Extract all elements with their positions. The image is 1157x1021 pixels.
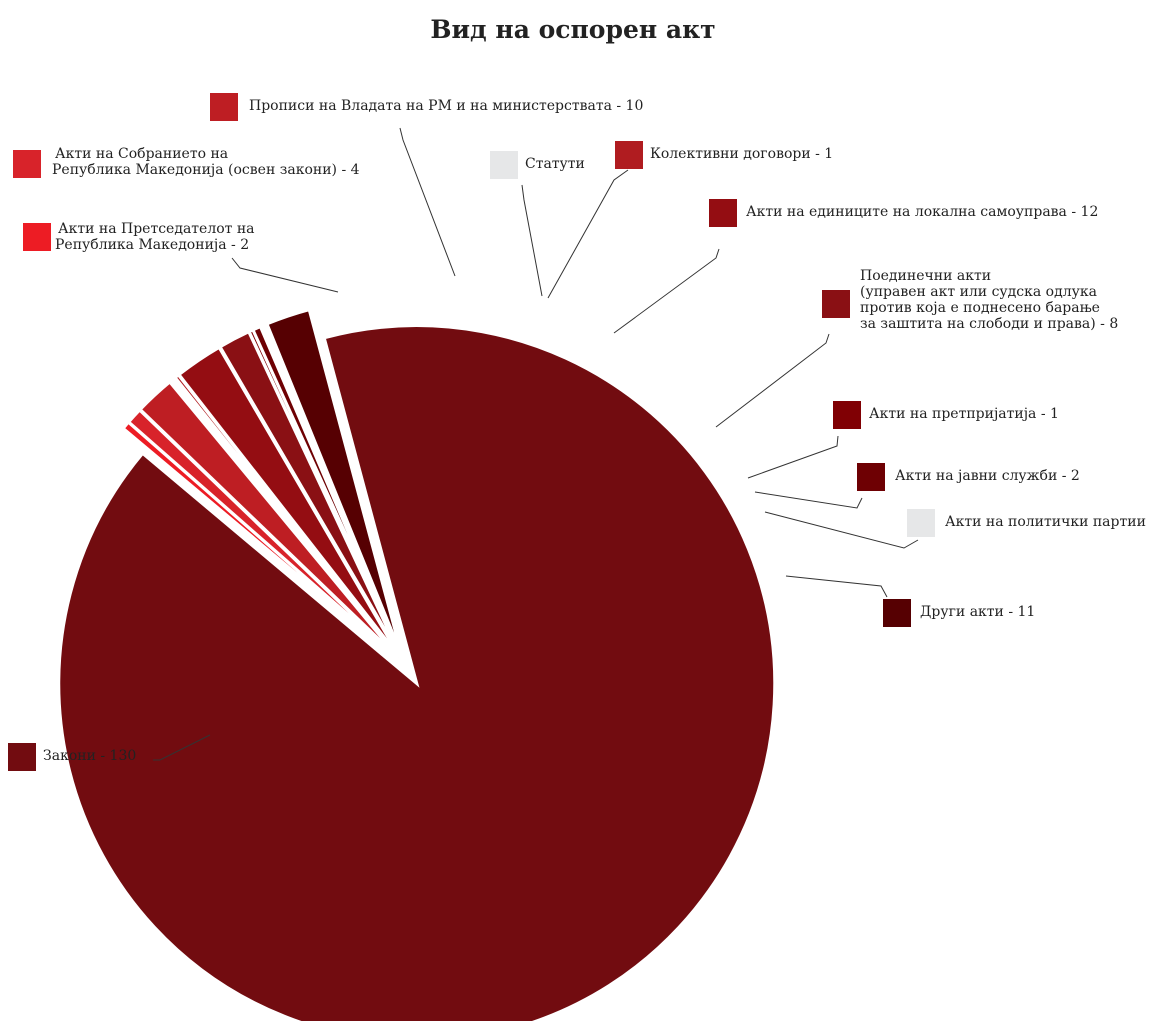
slice-12 [265,307,404,657]
slice-2-leader-line [231,257,339,293]
slice-8-label: Поединечни акти (управен акт или судска о… [860,268,1118,332]
slice-5-legend-swatch [490,151,518,179]
slice-10 [251,324,403,657]
leader-lines [153,127,919,761]
slice-2-label: Акти на Претседателот на Република Македо… [55,221,255,253]
slice-4-leader-line [399,127,456,277]
slice-2-legend-swatch [23,223,51,251]
slice-7-leader-line [613,248,720,334]
slice-9-legend-swatch [833,401,861,429]
slice-11-leader-line [764,511,919,549]
slice-3-legend-swatch [13,150,41,178]
slice-8-leader-line [715,333,830,428]
slice-7-label: Акти на единиците на локална самоуправа … [746,204,1098,220]
slice-8-legend-swatch [822,290,850,318]
slice-9-leader-line [747,435,839,479]
pie-slices [57,307,777,1021]
slice-10-leader-line [754,491,863,509]
slice-9-label: Акти на претпријатија - 1 [869,406,1059,422]
slice-10-label: Акти на јавни служби - 2 [895,468,1080,484]
slice-3-label: Акти на Собранието на Република Македониј… [52,146,360,178]
slice-12-legend-swatch [883,599,911,627]
slice-11-label: Акти на политички партии [945,514,1146,530]
slice-labels: Закони - 130 Акти на Претседателот на Репу… [8,93,1146,771]
slice-6-leader-line [547,169,629,299]
slice-4-label: Прописи на Владата на РМ и на министерст… [249,98,643,114]
slice-1-label: Закони - 130 [43,748,136,764]
slice-12-leader-line [785,575,888,598]
slice-10-legend-swatch [857,463,885,491]
slice-6-label: Колективни договори - 1 [650,146,833,162]
slice-5-label: Статути [525,156,585,172]
slice-4 [138,379,400,659]
slice-11-legend-swatch [907,509,935,537]
slice-7-legend-swatch [709,199,737,227]
slice-1 [57,324,777,1021]
slice-6-legend-swatch [615,141,643,169]
slice-4-legend-swatch [210,93,238,121]
slice-5-leader-line [521,184,543,297]
chart-title: Вид на оспорен акт [430,15,715,44]
slice-1-legend-swatch [8,743,36,771]
slice-12-label: Други акти - 11 [920,604,1035,620]
slice-1-leader-line [153,734,211,761]
